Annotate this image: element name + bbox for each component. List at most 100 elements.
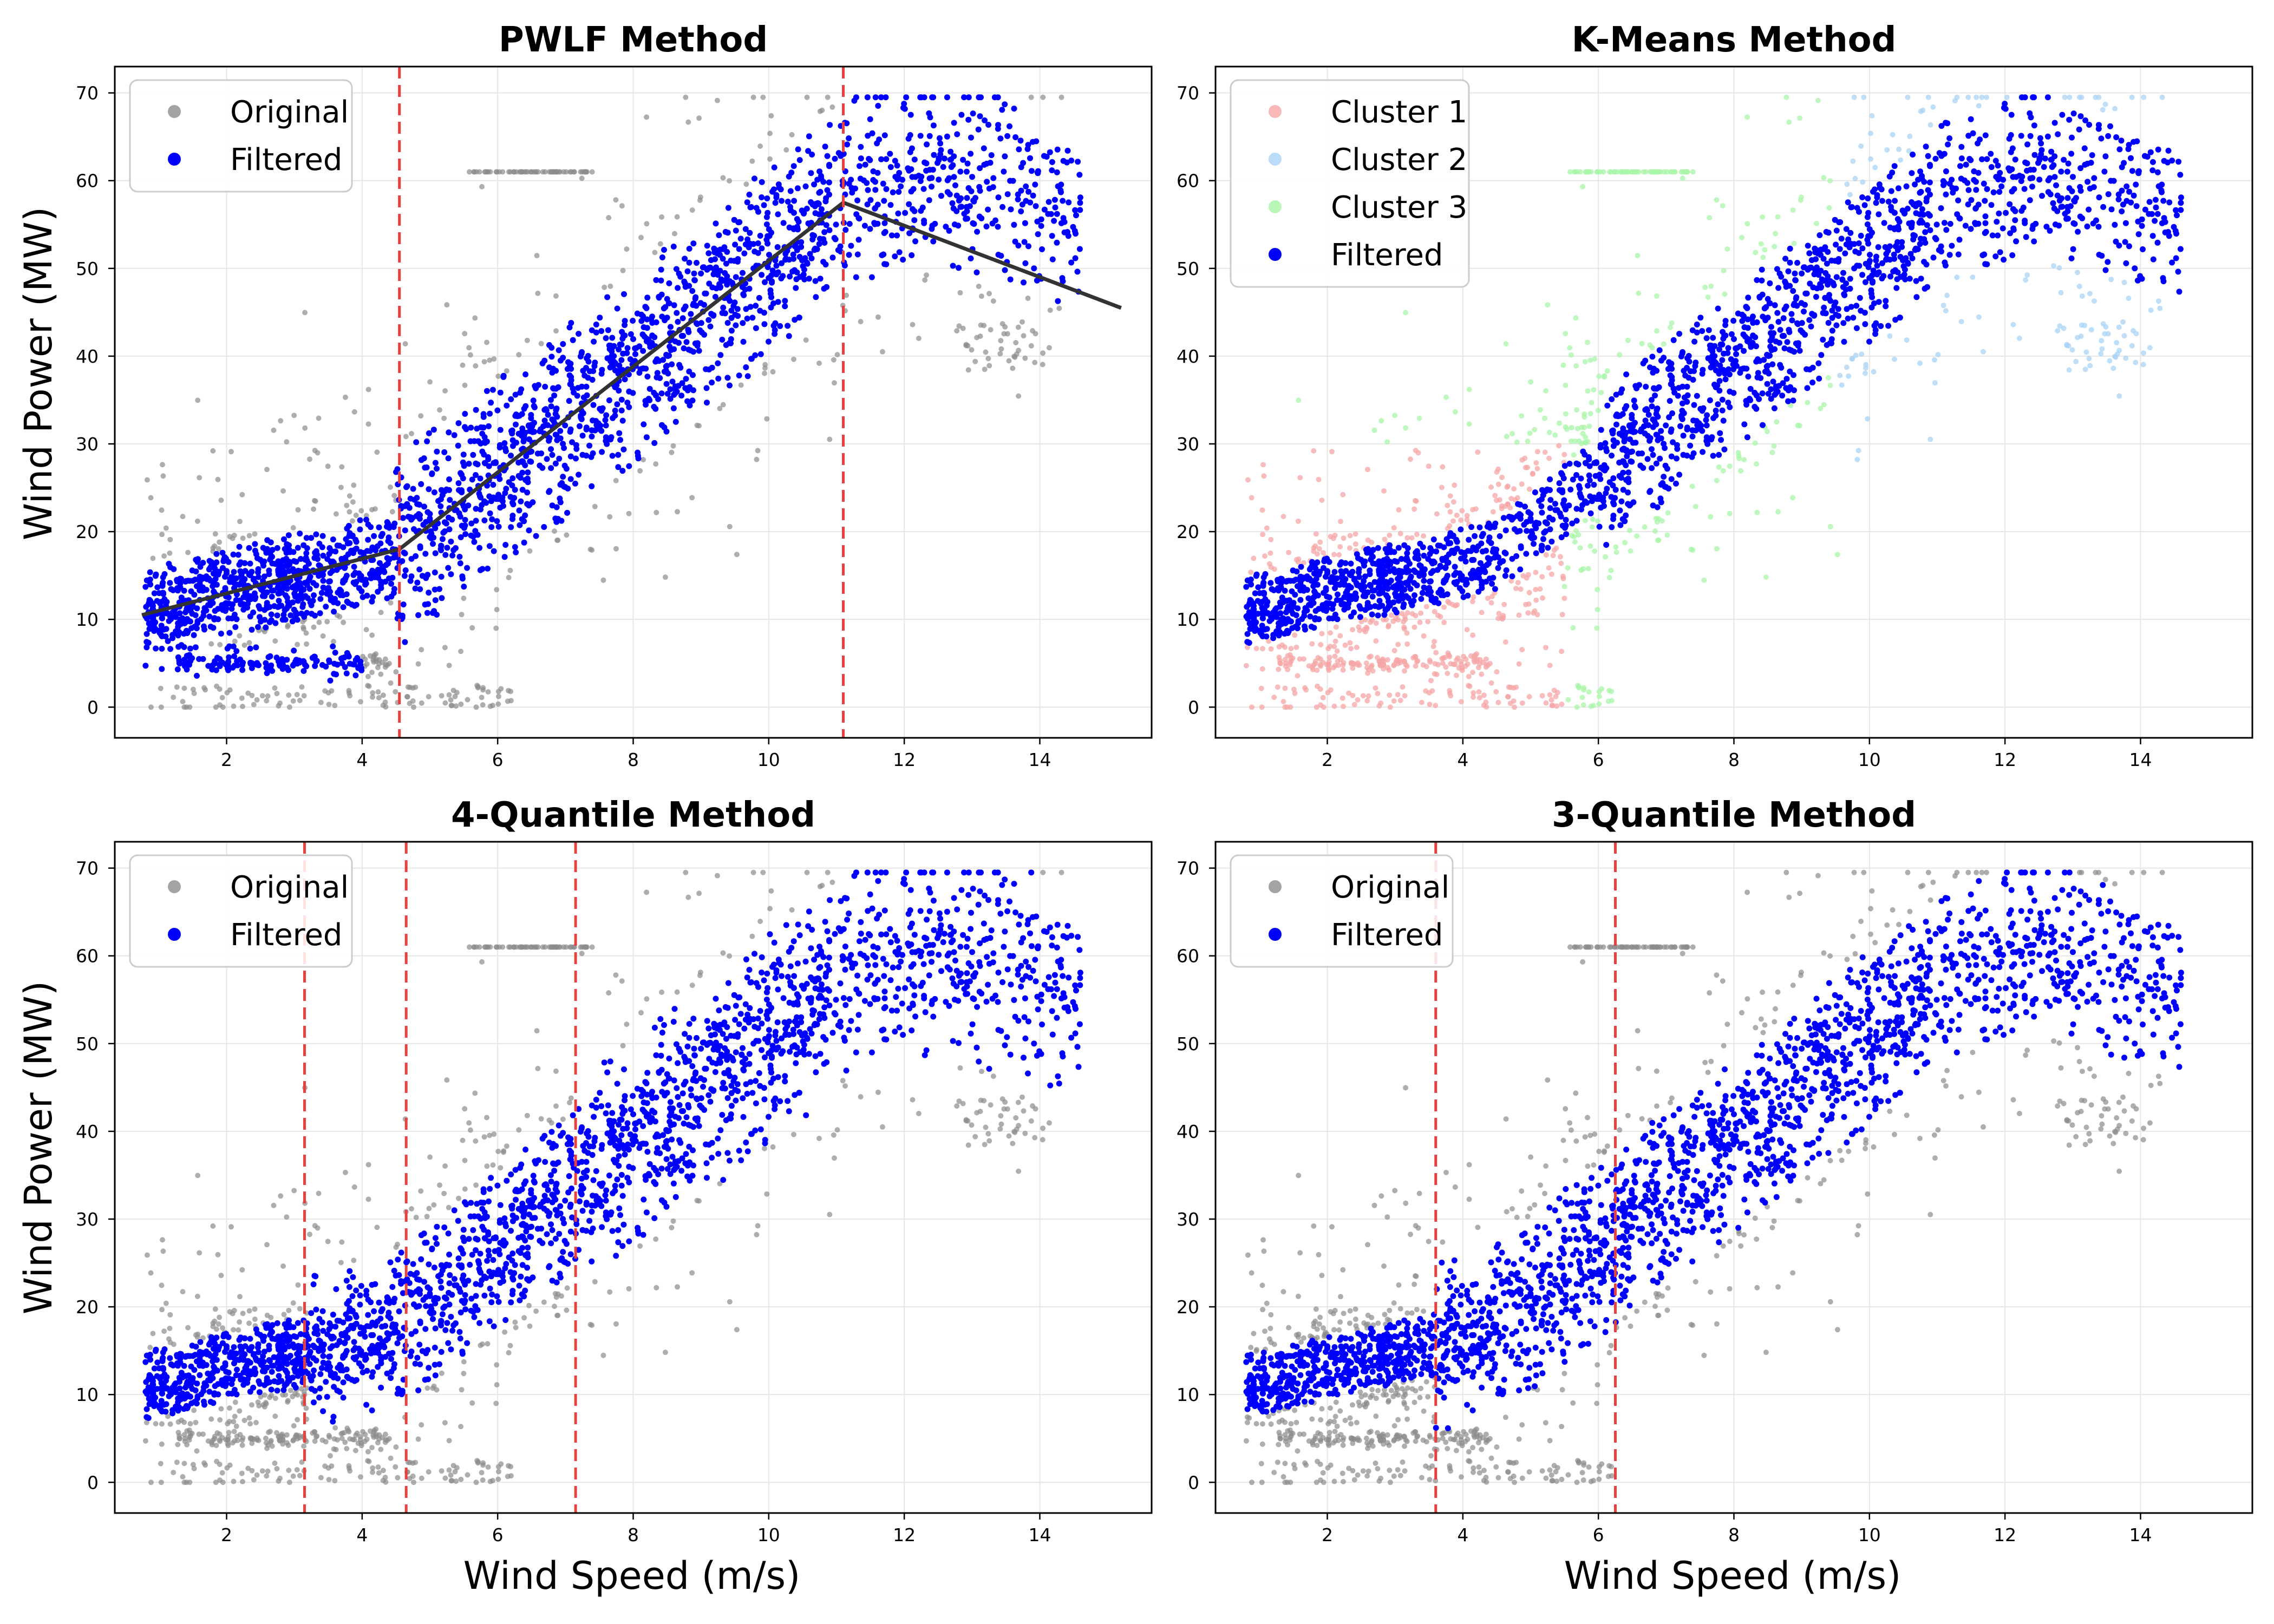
filtered-point [1011,106,1017,112]
cluster1-point [1483,699,1489,705]
filtered-point [593,422,600,428]
cluster2-point [2116,393,2122,399]
filtered-point [1650,451,1656,458]
filtered-point [1833,241,1839,248]
filtered-point [849,189,855,196]
filtered-point [1395,545,1402,551]
cluster3-point [1786,119,1792,125]
filtered-point [853,274,859,280]
cluster1-point [1390,618,1396,624]
original-point [458,701,464,707]
cluster1-point [1337,633,1343,639]
cluster3-point [1582,440,1588,446]
filtered-point [1757,375,1764,381]
cluster1-point [1365,537,1371,543]
filtered-point [855,215,862,221]
cluster2-point [1918,108,1924,114]
filtered-point [740,270,746,276]
filtered-point [569,439,576,446]
original-point [174,684,180,690]
filtered-point [964,195,970,201]
original-point [347,493,352,499]
filtered-point [387,523,393,529]
original-point [369,670,375,676]
filtered-point [777,323,783,329]
filtered-point [796,315,802,321]
filtered-point [867,226,873,232]
original-point [1056,305,1062,311]
filtered-point [263,624,269,631]
filtered-point [598,428,605,434]
filtered-point [678,392,685,399]
original-point [1001,331,1007,337]
filtered-point [308,602,315,608]
filtered-point [564,509,571,516]
filtered-point [1787,259,1793,266]
original-point [380,692,386,698]
filtered-point [917,94,924,101]
filtered-point [476,545,483,551]
original-point [326,702,332,708]
filtered-point [1015,243,1022,249]
cluster2-point [2062,94,2068,100]
filtered-point [276,558,282,565]
filtered-point [705,250,712,257]
filtered-point [822,198,829,205]
original-point [404,694,410,699]
original-point [670,443,676,449]
filtered-point [249,568,255,575]
filtered-point [1077,200,1083,206]
filtered-point [880,180,886,187]
filtered-point [402,639,408,645]
cluster3-point [1582,518,1588,523]
filtered-point [1870,279,1876,286]
filtered-point [647,344,654,350]
filtered-point [1337,581,1343,588]
filtered-point [1403,555,1410,561]
filtered-point [1813,293,1819,300]
original-point [291,412,297,418]
filtered-point [438,487,445,493]
cluster1-point [1445,671,1450,676]
filtered-point [2178,200,2184,206]
filtered-point [862,161,868,168]
filtered-point [1025,243,1031,250]
filtered-point [906,201,912,207]
filtered-point [465,502,472,509]
cluster3-point [1762,247,1768,253]
filtered-point [724,375,731,381]
filtered-point [564,366,571,372]
original-point [531,169,537,175]
filtered-point [755,240,761,246]
cluster3-point [1585,388,1591,394]
cluster3-point [1714,477,1720,483]
cluster1-point [1387,704,1393,710]
filtered-point [1818,352,1825,358]
filtered-point [147,598,154,604]
original-point [241,642,247,648]
filtered-point [2029,184,2035,190]
filtered-point [673,266,679,272]
filtered-point [408,555,415,562]
filtered-point [461,584,467,590]
original-point [363,513,369,519]
filtered-point [773,192,780,198]
filtered-point [546,364,552,371]
filtered-point [342,564,348,571]
filtered-point [831,235,838,241]
filtered-point [626,388,632,395]
filtered-point [773,263,780,269]
filtered-point [385,534,392,541]
original-point [316,619,322,625]
filtered-point [648,316,655,323]
filtered-point [1700,449,1706,455]
filtered-point [187,618,193,625]
cluster3-point [1586,689,1592,695]
filtered-point [602,417,609,423]
cluster2-point [2140,362,2146,368]
original-point [402,341,408,347]
filtered-point [2105,259,2111,265]
filtered-point [589,433,595,440]
cluster1-point [1428,678,1434,684]
filtered-point [998,253,1004,259]
